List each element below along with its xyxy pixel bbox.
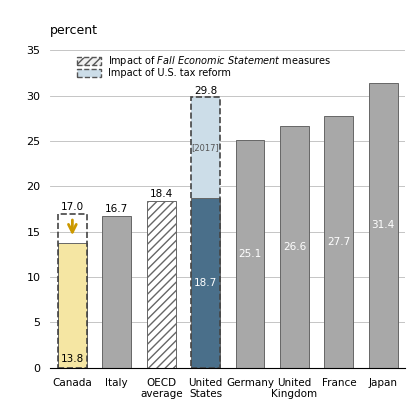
Text: Impact of U.S. tax reform: Impact of U.S. tax reform	[108, 68, 231, 78]
Text: [2017]: [2017]	[192, 143, 219, 152]
Text: 31.4: 31.4	[372, 220, 395, 230]
Bar	[191, 97, 220, 368]
Bar	[102, 216, 131, 368]
Text: 18.7: 18.7	[194, 278, 217, 288]
Bar	[280, 126, 309, 368]
Text: 29.8: 29.8	[194, 86, 217, 96]
Text: 13.8: 13.8	[61, 354, 84, 364]
Bar	[191, 97, 220, 198]
Text: percent: percent	[50, 23, 98, 36]
Text: 26.6: 26.6	[283, 242, 306, 252]
Text: 27.7: 27.7	[327, 237, 350, 247]
Bar	[324, 117, 353, 368]
Bar	[77, 69, 101, 77]
Text: Impact of $\it{Fall\ Economic\ Statement}$ measures: Impact of $\it{Fall\ Economic\ Statement…	[108, 54, 331, 68]
Text: 16.7: 16.7	[105, 204, 128, 214]
Text: 25.1: 25.1	[238, 249, 262, 259]
Text: 18.4: 18.4	[150, 189, 173, 199]
Bar	[77, 57, 101, 65]
Bar	[191, 198, 220, 368]
Bar	[147, 201, 176, 368]
Bar	[369, 83, 398, 368]
Bar	[58, 242, 87, 368]
Text: 17.0: 17.0	[61, 202, 84, 212]
Bar	[236, 140, 265, 368]
Bar	[58, 214, 87, 368]
